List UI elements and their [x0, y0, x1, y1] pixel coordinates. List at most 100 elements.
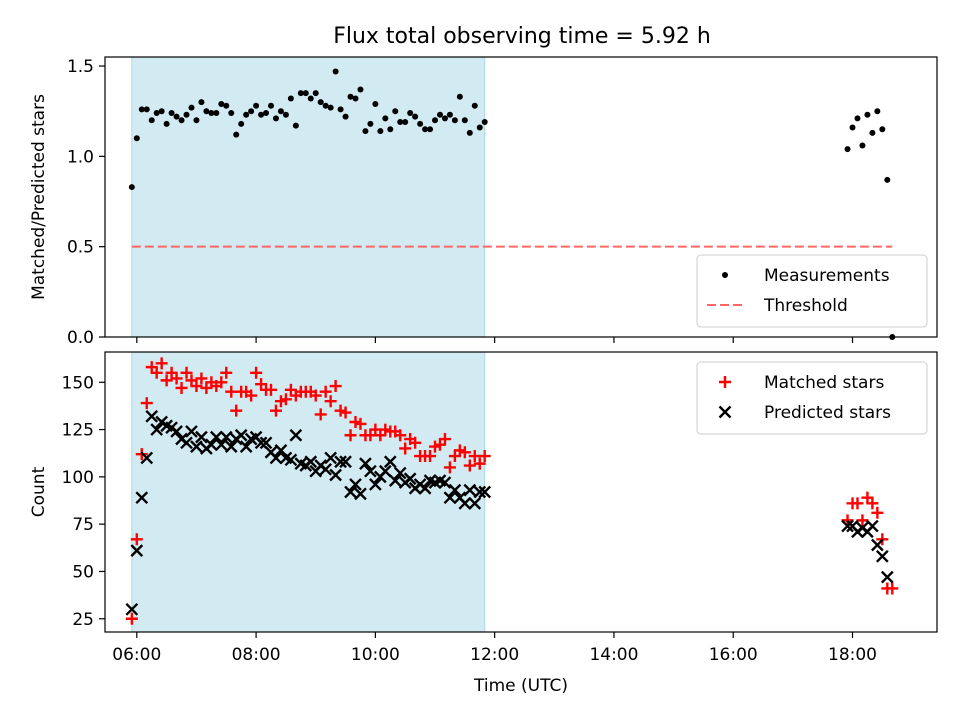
predicted-star-point	[418, 481, 432, 495]
x-tick-label: 14:00	[589, 645, 638, 665]
predicted-star-point	[319, 462, 333, 476]
measurement-point	[402, 119, 409, 126]
measurement-point	[317, 99, 324, 106]
measurement-point	[248, 108, 255, 115]
measurement-point	[183, 111, 190, 118]
predicted-star-point	[259, 436, 273, 450]
measurement-point	[884, 176, 891, 183]
series-measurements	[128, 68, 896, 340]
predicted-star-point	[438, 476, 452, 489]
predicted-star-point	[458, 497, 472, 510]
measurement-point	[178, 117, 185, 124]
predicted-star-point	[145, 409, 159, 423]
measurement-point	[223, 102, 230, 109]
measurement-point	[466, 129, 473, 136]
predicted-star-point	[463, 483, 477, 497]
matched-star-point	[443, 461, 456, 474]
predicted-star-point	[875, 549, 889, 563]
measurement-point	[258, 111, 265, 118]
matched-star-point	[886, 582, 899, 595]
predicted-star-point	[219, 430, 233, 444]
matched-star-point	[125, 612, 138, 625]
predicted-star-point	[274, 444, 288, 457]
matched-star-point	[478, 450, 491, 463]
predicted-star-point	[403, 472, 417, 486]
measurement-point	[327, 104, 334, 111]
predicted-star-point	[135, 491, 149, 505]
measurement-point	[143, 106, 150, 113]
axes-frame	[104, 351, 938, 633]
predicted-star-point	[388, 474, 402, 487]
matched-star-point	[155, 357, 168, 370]
legend-label: Measurements	[764, 266, 890, 286]
measurement-point	[387, 126, 394, 133]
matched-star-point	[856, 514, 869, 527]
predicted-star-point	[369, 478, 382, 491]
measurement-point	[322, 102, 329, 109]
matched-star-point	[230, 404, 243, 417]
x-tick-label: 06:00	[112, 645, 161, 665]
predicted-star-point	[289, 428, 303, 442]
predicted-star-point	[209, 430, 223, 444]
predicted-star-point	[443, 491, 457, 505]
legend-matched-marker	[719, 376, 731, 388]
measurement-point	[153, 110, 160, 116]
legend-box	[696, 361, 928, 435]
measurement-point	[461, 117, 468, 124]
matched-star-point	[329, 380, 342, 393]
matched-star-point	[150, 366, 163, 379]
matched-star-point	[309, 389, 322, 402]
measurement-point	[302, 90, 309, 97]
measurement-point	[268, 102, 275, 109]
predicted-star-point	[354, 487, 367, 501]
x-tick-label: 08:00	[232, 645, 281, 665]
predicted-star-point	[871, 538, 884, 552]
measurement-point	[297, 90, 304, 97]
measurement-point	[382, 115, 389, 122]
measurement-point	[844, 146, 851, 153]
matched-star-point	[175, 381, 188, 394]
x-tick-label: 16:00	[709, 645, 758, 665]
legend-predicted-marker	[718, 405, 732, 419]
predicted-star-point	[150, 423, 164, 436]
legend-box	[696, 254, 928, 328]
matched-star-point	[220, 366, 233, 379]
predicted-star-point	[125, 602, 139, 616]
predicted-star-point	[234, 428, 248, 442]
matched-star-point	[354, 417, 367, 430]
measurement-point	[128, 184, 135, 191]
predicted-star-point	[284, 453, 298, 467]
measurement-point	[347, 93, 354, 100]
measurement-point	[879, 126, 886, 133]
predicted-star-point	[344, 485, 357, 499]
measurement-point	[148, 117, 155, 124]
matched-star-point	[160, 374, 173, 387]
matched-star-point	[409, 436, 422, 449]
observing-window-span	[131, 56, 486, 338]
predicted-star-point	[180, 436, 193, 450]
measurement-point	[263, 110, 270, 116]
y-tick-label: 150	[62, 373, 94, 393]
predicted-star-point	[880, 570, 894, 584]
predicted-star-point	[364, 464, 377, 478]
measurement-point	[163, 120, 170, 127]
measurement-point	[441, 115, 448, 122]
predicted-star-point	[324, 451, 337, 465]
measurement-point	[471, 102, 478, 109]
predicted-star-point	[205, 438, 218, 452]
measurement-point	[481, 119, 488, 126]
measurement-point	[213, 110, 220, 116]
matched-star-point	[250, 366, 263, 379]
legend-label: Predicted stars	[764, 403, 891, 423]
matched-star-point	[319, 385, 332, 398]
predicted-star-point	[866, 519, 879, 533]
matched-star-point	[866, 497, 879, 510]
measurement-point	[357, 86, 364, 93]
x-tick-label: 18:00	[828, 645, 877, 665]
predicted-star-point	[329, 468, 342, 482]
matched-star-point	[215, 376, 228, 389]
y-tick-label: 100	[62, 468, 94, 488]
measurement-point	[238, 120, 245, 127]
measurement-point	[427, 126, 434, 133]
measurement-point	[367, 120, 374, 127]
